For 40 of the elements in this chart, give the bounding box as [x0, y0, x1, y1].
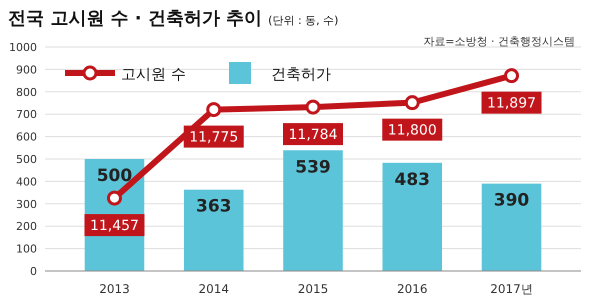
x-tick-label: 2013 [99, 282, 130, 296]
y-tick-label: 300 [16, 198, 37, 211]
annotation: 자료=소방청 · 건축행정시스템 [423, 35, 575, 48]
bar [283, 150, 343, 271]
bar [184, 190, 244, 271]
bar [382, 162, 442, 271]
y-tick-label: 1000 [9, 41, 37, 54]
y-tick-label: 800 [16, 86, 37, 99]
legend-label: 건축허가 [271, 65, 331, 83]
data-label: 11,784 [288, 127, 338, 144]
y-tick-label: 200 [16, 220, 37, 234]
data-label: 500 [96, 166, 132, 186]
point [306, 100, 320, 115]
point [206, 102, 222, 118]
data-label: 483 [394, 170, 430, 190]
data-label: 11,800 [388, 122, 437, 139]
x-tick-label: 2017년 [490, 282, 533, 296]
chart-title: 전국 고시원 수 · 건축허가 추이 [8, 8, 262, 29]
data-label: 390 [494, 190, 530, 211]
chart-subtitle: (단위 : 동, 수) [268, 14, 338, 27]
y-tick-label: 600 [16, 130, 37, 144]
data-label: 539 [295, 157, 331, 178]
y-tick-label: 500 [16, 153, 37, 166]
x-tick-label: 2015 [298, 282, 328, 296]
data-label: 11,457 [90, 218, 139, 234]
legend-label: 고시원 수 [121, 65, 186, 83]
data-label: 11,897 [487, 96, 536, 112]
y-tick-label: 900 [16, 63, 37, 76]
y-tick-label: 100 [16, 242, 37, 256]
point [106, 190, 122, 206]
point [504, 68, 520, 84]
point [404, 95, 420, 110]
y-tick-label: 700 [16, 108, 37, 122]
data-label: 11,775 [189, 130, 238, 146]
x-tick-label: 2014 [198, 282, 230, 296]
x-tick-label: 2016 [396, 282, 428, 296]
y-tick-label: 0 [30, 265, 37, 278]
y-tick-label: 400 [16, 175, 37, 188]
bar [482, 184, 542, 271]
data-label: 363 [196, 196, 232, 217]
